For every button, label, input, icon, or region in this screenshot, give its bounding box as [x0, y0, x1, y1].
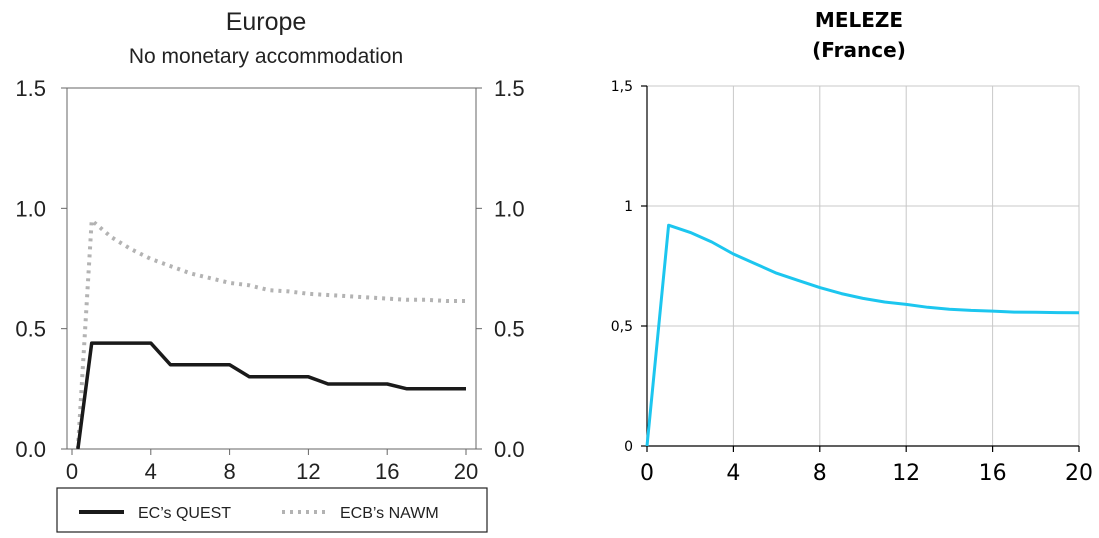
left-y-tick-label: 1.5 [15, 76, 46, 101]
left-chart: Europe No monetary accommodation 0.0 0.5 1… [15, 8, 525, 533]
right-x-tick-labels: 0 4 8 12 16 20 [640, 446, 1093, 486]
right-gridlines [647, 85, 1080, 446]
left-series-nawm-line [75, 218, 466, 450]
left-x-tick-label: 12 [296, 459, 320, 484]
right-chart-subtitle: (France) [812, 38, 906, 62]
right-chart-title: MELEZE [815, 8, 903, 32]
right-x-tick-label: 8 [813, 461, 827, 486]
left-y-tick-labels: 0.0 0.5 1.0 1.5 [15, 76, 67, 462]
legend-label-nawm: ECB’s NAWM [340, 505, 439, 522]
left-plot-frame [66, 87, 477, 450]
left-y-tick-label-right: 0.5 [494, 317, 525, 342]
left-y-tick-label: 0.5 [15, 317, 46, 342]
left-chart-title: Europe [226, 8, 307, 36]
right-y-tick-label: 0 [624, 439, 633, 455]
legend-frame [56, 487, 488, 533]
left-x-tick-label: 0 [66, 459, 78, 484]
left-y-tick-labels-right: 0.0 0.5 1.0 1.5 [476, 76, 525, 462]
right-y-tick-label: 0,5 [611, 319, 633, 335]
right-series-lines [645, 223, 1080, 447]
right-x-tick-label: 0 [640, 461, 654, 486]
right-series-line [645, 223, 1080, 447]
left-y-tick-label-right: 1.5 [494, 76, 525, 101]
right-y-tick-labels: 0 0,5 1 1,5 [611, 79, 647, 455]
right-x-tick-label: 4 [726, 461, 740, 486]
left-legend: EC’s QUEST ECB’s NAWM [56, 487, 488, 533]
left-x-tick-label: 4 [145, 459, 157, 484]
left-x-tick-labels: 0 4 8 12 16 20 [66, 449, 478, 484]
left-x-tick-label: 8 [223, 459, 235, 484]
left-x-tick-label: 20 [454, 459, 478, 484]
right-y-tick-label: 1 [624, 199, 633, 215]
legend-label-quest: EC’s QUEST [138, 505, 231, 522]
right-x-tick-label: 16 [979, 461, 1007, 486]
right-y-tick-label: 1,5 [611, 79, 633, 95]
right-chart: MELEZE (France) 0 0,5 1 1,5 0 4 8 12 16 20 [611, 8, 1093, 486]
right-x-tick-label: 12 [892, 461, 920, 486]
left-series-lines [75, 218, 466, 450]
left-x-tick-label: 16 [375, 459, 399, 484]
left-y-tick-label: 1.0 [15, 196, 46, 221]
right-x-tick-label: 20 [1065, 461, 1093, 486]
left-y-tick-label: 0.0 [15, 437, 46, 462]
left-series-quest-line [76, 341, 466, 450]
left-y-tick-label-right: 0.0 [494, 437, 525, 462]
left-y-tick-label-right: 1.0 [494, 196, 525, 221]
left-chart-subtitle: No monetary accommodation [129, 45, 403, 68]
